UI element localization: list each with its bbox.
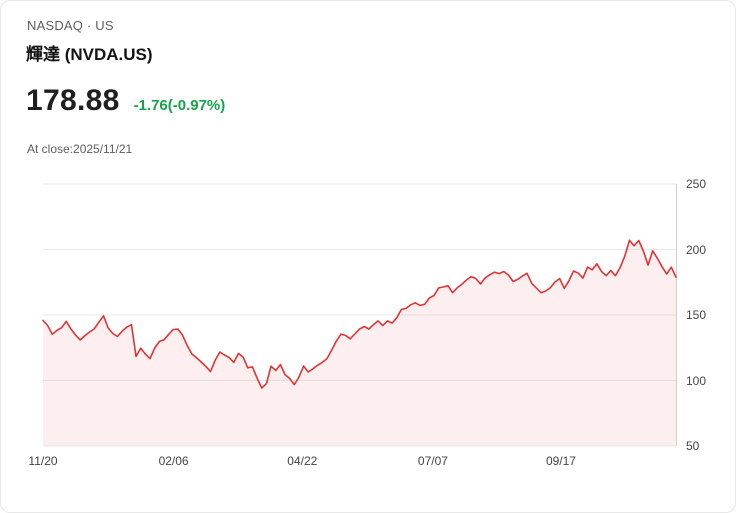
exchange-label: NASDAQ · US <box>27 18 114 33</box>
price-row: 178.88 -1.76(-0.97%) <box>26 84 225 118</box>
x-axis-tick: 11/20 <box>28 454 58 468</box>
x-axis-tick: 09/17 <box>545 454 576 468</box>
x-axis-tick: 02/06 <box>158 454 189 468</box>
x-axis-tick: 07/07 <box>417 454 448 468</box>
stock-title: 輝達 (NVDA.US) <box>26 45 153 64</box>
y-axis-tick: 50 <box>686 439 700 453</box>
price-line <box>42 239 677 389</box>
y-axis-tick: 100 <box>686 373 707 388</box>
price-chart-svg <box>42 183 677 447</box>
y-axis-tick: 150 <box>686 308 707 322</box>
y-axis-tick: 200 <box>686 242 707 257</box>
y-axis: 250 200 150 100 50 <box>686 177 730 453</box>
x-axis: 11/20 02/06 04/22 07/07 09/17 <box>28 454 677 470</box>
price-chart[interactable] <box>42 183 677 447</box>
close-time: At close:2025/11/21 <box>27 142 133 156</box>
price-change: -1.76(-0.97%) <box>133 97 226 114</box>
price-area-fill <box>43 240 676 446</box>
last-price: 178.88 <box>26 84 120 117</box>
x-axis-tick: 04/22 <box>287 454 318 468</box>
y-axis-tick: 250 <box>686 177 707 191</box>
